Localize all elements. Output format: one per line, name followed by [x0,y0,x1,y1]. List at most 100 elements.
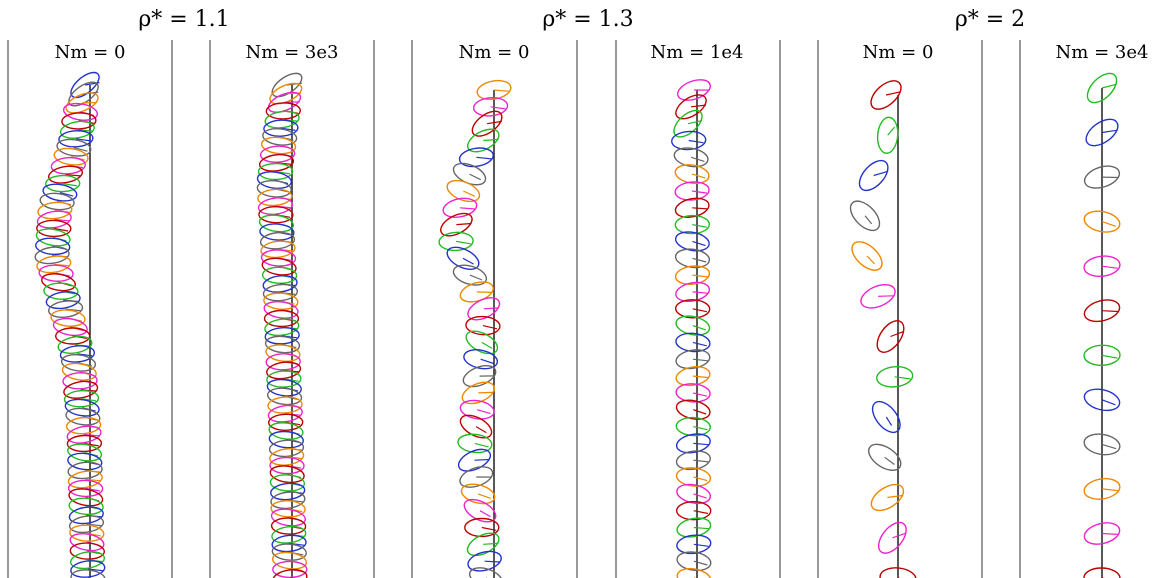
particle-orientation-tick [1101,129,1118,134]
particle-orientation-tick [73,147,88,152]
particle-ellipse [270,508,306,527]
particle-orientation-tick [693,459,709,463]
particle-ellipse [66,425,102,444]
particle-ellipse [457,433,493,454]
particle-ellipse [871,400,901,434]
particle-ellipse [67,443,103,462]
particle-orientation-tick [77,353,93,357]
particle-ellipse [674,265,711,285]
particle-ellipse [256,180,292,198]
panel-title-1: Nm = 0 [55,42,126,63]
particle-orientation-tick [62,183,78,187]
particle-ellipse [37,201,73,220]
particle-orientation-tick [690,156,705,162]
particle-orientation-tick [1101,532,1119,535]
particle-ellipse [258,153,295,172]
particle-orientation-tick [462,257,474,265]
particle-orientation-tick [475,426,487,434]
particle-ellipse [258,214,294,233]
particle-ellipse [674,164,710,185]
group-title-rho-1-3: ρ* = 1.3 [542,7,633,32]
particle-ellipse [271,72,303,98]
particle-orientation-tick [692,291,708,294]
trace-panel-4 [671,79,712,578]
particle-ellipse [674,248,711,269]
panel-title-5: Nm = 0 [863,42,934,63]
particle-ellipse [38,264,74,282]
particle-ellipse [674,214,710,235]
particle-ellipse [39,192,75,211]
trajectory-traces [34,71,1121,578]
particle-ellipse [271,534,307,553]
particle-ellipse [270,491,306,510]
particle-ellipse [459,399,495,420]
particle-ellipse [457,448,492,472]
particle-orientation-tick [887,494,904,499]
particle-ellipse [62,372,98,390]
particle-ellipse [41,273,76,292]
particle-ellipse [674,197,710,218]
particle-orientation-tick [77,129,93,132]
particle-orientation-tick [692,358,709,362]
particle-ellipse [67,479,104,498]
particle-ellipse [675,299,711,319]
particle-orientation-tick [280,127,296,131]
particle-orientation-tick [692,392,708,397]
particle-ellipse [64,398,100,417]
particle-ellipse [446,179,481,203]
particle-orientation-tick [1101,488,1118,492]
particle-ellipse [268,439,305,458]
particle-ellipse [675,332,711,353]
particle-orientation-tick [687,120,703,125]
particle-orientation-tick [693,493,707,499]
particle-orientation-tick [87,568,103,572]
particle-orientation-tick [1101,221,1116,227]
particle-orientation-tick [484,560,500,563]
particle-ellipse [269,456,305,475]
particle-orientation-tick [692,240,706,247]
particle-orientation-tick [463,190,476,197]
particle-ellipse [267,404,303,423]
particle-ellipse [47,300,84,319]
particle-orientation-tick [884,456,895,465]
particle-orientation-tick [693,476,708,482]
particle-ellipse [472,97,509,117]
particle-ellipse [1083,255,1121,278]
particle-ellipse [860,284,896,309]
particle-ellipse [69,551,106,570]
particle-ellipse [263,292,299,310]
particle-ellipse [870,483,905,512]
particle-ellipse [57,335,93,354]
panel-separators [7,40,1021,578]
particle-ellipse [266,370,302,388]
particle-ellipse [69,532,105,552]
particle-orientation-tick [53,227,69,232]
particle-ellipse [264,318,300,337]
particle-ellipse [265,102,301,120]
particle-orientation-tick [693,560,708,566]
particle-ellipse [50,156,86,175]
particle-ellipse [1083,165,1121,189]
particle-ellipse [68,488,104,507]
particle-ellipse [1085,118,1119,147]
particle-orientation-tick [693,543,709,547]
particle-ellipse [262,128,298,146]
particle-ellipse [65,407,101,426]
particle-ellipse [54,327,91,345]
particle-orientation-tick [81,398,97,402]
particle-orientation-tick [890,330,905,338]
particle-orientation-tick [84,442,99,447]
particle-orientation-tick [75,138,91,142]
particle-ellipse [671,130,707,151]
panel-title-6: Nm = 3e4 [1056,42,1149,63]
particle-ellipse [58,130,94,148]
particle-orientation-tick [873,170,889,177]
particle-orientation-tick [690,104,706,108]
particle-orientation-tick [692,224,707,228]
particle-ellipse [675,450,711,471]
particle-ellipse [867,443,902,471]
particle-ellipse [458,147,494,168]
particle-orientation-tick [887,126,895,136]
particle-ellipse [266,361,302,380]
particle-orientation-tick [456,222,472,226]
